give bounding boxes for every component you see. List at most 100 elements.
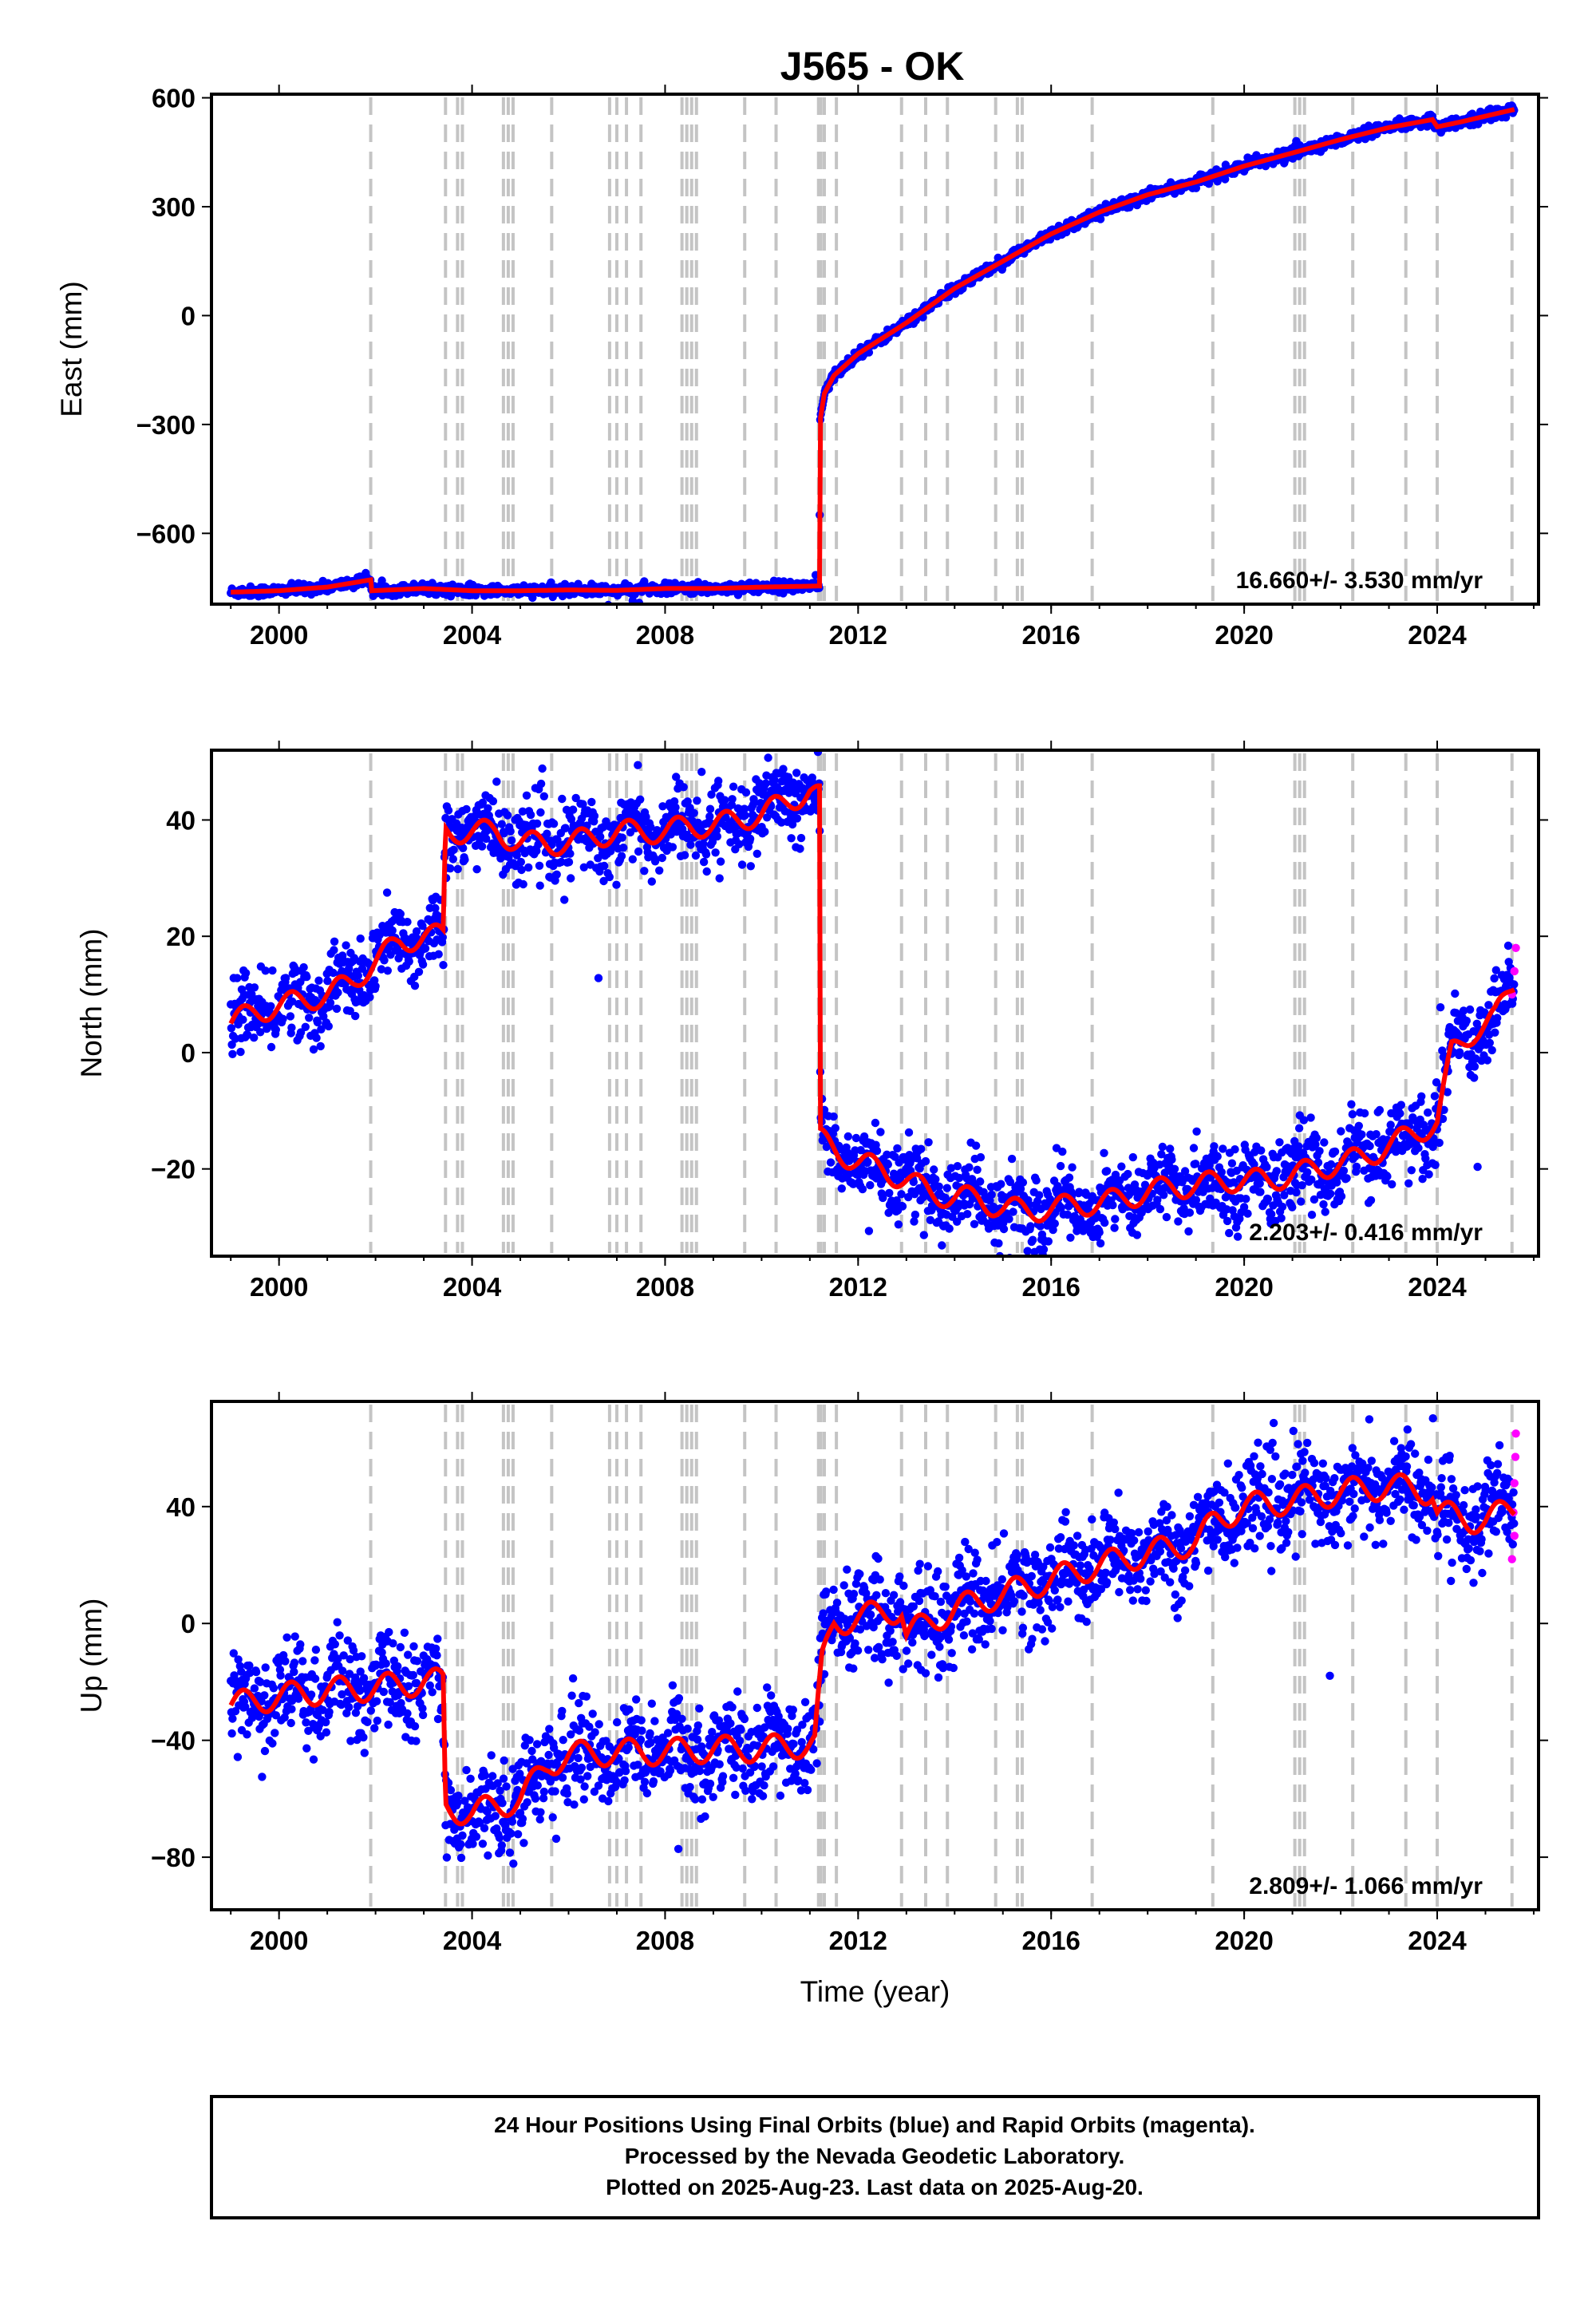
data-point: [1158, 1142, 1167, 1152]
data-point: [558, 794, 567, 804]
y-tick-label: −20: [151, 1155, 196, 1184]
y-tick-label: 0: [181, 1038, 196, 1068]
y-tick-label: 0: [181, 301, 196, 330]
data-point: [268, 1739, 277, 1748]
data-point: [405, 957, 413, 966]
data-point: [1068, 1163, 1077, 1172]
data-point: [1436, 1003, 1445, 1012]
data-point: [1462, 1016, 1472, 1026]
data-point: [945, 1224, 954, 1233]
data-point: [680, 851, 689, 860]
data-point: [1102, 1167, 1112, 1176]
data-point: [379, 1687, 388, 1697]
data-point: [334, 988, 342, 997]
data-point: [1307, 1211, 1317, 1219]
data-point: [444, 806, 453, 815]
data-point: [1348, 1110, 1357, 1119]
data-point: [1417, 1092, 1426, 1101]
data-point: [396, 1642, 405, 1652]
data-point: [310, 1674, 320, 1683]
data-point: [286, 1012, 295, 1021]
data-point: [640, 867, 649, 875]
data-point: [619, 844, 628, 852]
x-tick-label: 2000: [250, 620, 308, 650]
data-point: [354, 971, 362, 980]
data-point: [326, 998, 335, 1007]
data-point: [976, 1177, 985, 1186]
final-orbit-points: [227, 750, 1519, 1256]
data-point: [1404, 1179, 1413, 1188]
data-point: [1189, 1144, 1199, 1152]
data-point: [1396, 1109, 1404, 1118]
data-point: [1243, 1209, 1252, 1218]
data-point: [1026, 1222, 1035, 1231]
data-point: [233, 1753, 243, 1761]
data-point: [492, 777, 501, 786]
data-point: [826, 1158, 836, 1167]
data-point: [241, 969, 251, 978]
data-point: [302, 1744, 311, 1753]
data-point: [876, 1128, 885, 1136]
data-point: [1510, 980, 1519, 989]
data-point: [976, 1152, 986, 1162]
chart-title: J565 - OK: [780, 44, 965, 89]
data-point: [1110, 1223, 1119, 1232]
final-orbit-points: [227, 1414, 1519, 1868]
data-point: [1005, 1215, 1013, 1223]
x-tick-label: 2020: [1215, 620, 1273, 650]
data-point: [568, 805, 578, 814]
model-fit-line: [228, 783, 1516, 1224]
data-point: [1366, 1196, 1376, 1205]
data-point: [1297, 1197, 1306, 1206]
data-point: [737, 860, 747, 869]
data-point: [668, 843, 678, 852]
data-point: [281, 1657, 290, 1666]
data-point: [1294, 1124, 1304, 1132]
data-point: [228, 1714, 237, 1723]
data-point: [446, 864, 455, 873]
data-point: [322, 1728, 331, 1737]
data-point: [1192, 1127, 1201, 1136]
data-point: [764, 753, 772, 762]
data-point: [843, 1132, 853, 1141]
data-point: [566, 849, 575, 858]
data-point: [728, 795, 737, 804]
data-point: [434, 950, 443, 958]
data-point: [1319, 1199, 1328, 1209]
data-point: [1292, 1188, 1301, 1197]
data-point: [460, 856, 469, 864]
data-point: [335, 1631, 344, 1640]
data-point: [1357, 1130, 1366, 1139]
data-point: [286, 1718, 295, 1728]
data-point: [536, 779, 546, 788]
data-point: [330, 1640, 339, 1649]
data-point: [634, 761, 642, 769]
data-point: [1227, 1159, 1237, 1168]
data-point: [358, 1652, 366, 1661]
data-point: [1111, 1215, 1120, 1223]
data-point: [330, 946, 338, 954]
data-point: [552, 870, 561, 879]
y-tick-label: 20: [166, 922, 196, 951]
data-point: [298, 1657, 307, 1666]
data-point: [618, 833, 626, 842]
data-point: [1491, 1028, 1499, 1037]
data-point: [1210, 1142, 1219, 1151]
x-tick-label: 2012: [829, 1272, 887, 1302]
data-point: [1262, 1163, 1271, 1172]
data-point: [1278, 1202, 1287, 1211]
data-point: [449, 845, 458, 855]
data-point: [287, 1023, 296, 1032]
data-point: [1288, 1203, 1297, 1211]
data-point: [438, 933, 447, 942]
data-point: [871, 1118, 880, 1128]
data-point: [987, 1190, 996, 1199]
data-point: [691, 851, 701, 860]
data-point: [779, 765, 788, 773]
data-point: [872, 1146, 882, 1156]
data-point: [1386, 1120, 1395, 1129]
data-point: [1166, 1144, 1175, 1153]
data-point: [356, 934, 365, 943]
data-point: [693, 796, 701, 805]
